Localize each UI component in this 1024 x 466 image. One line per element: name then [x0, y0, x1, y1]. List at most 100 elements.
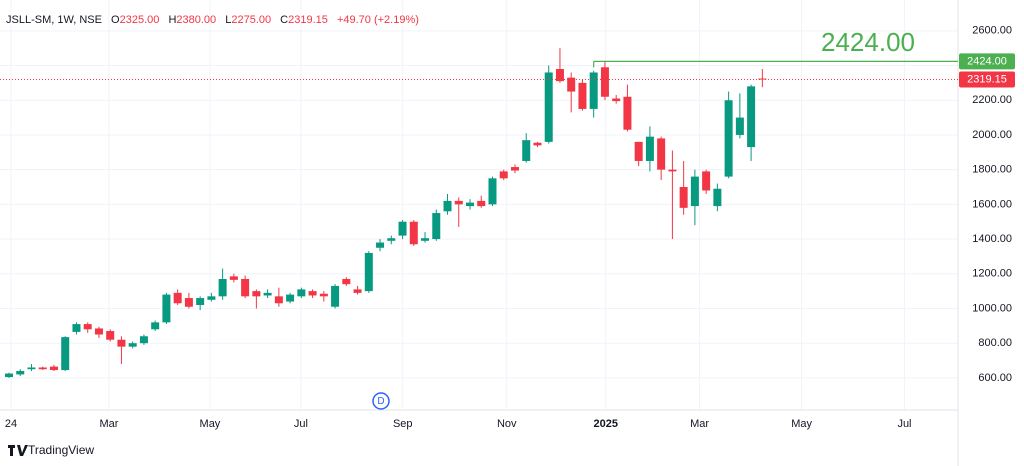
candle-body — [387, 238, 396, 241]
x-tick-label: 24 — [5, 418, 17, 430]
y-tick-label: 2600.00 — [972, 25, 1012, 37]
candle-body — [510, 167, 519, 171]
candle-body — [398, 221, 407, 236]
y-tick-label: 800.00 — [978, 337, 1012, 349]
candle-body — [61, 337, 70, 371]
candle-body — [612, 98, 621, 102]
candle-body — [735, 117, 744, 135]
ohlc-key: L — [225, 14, 231, 26]
candle-body — [263, 292, 272, 296]
y-tick-label: 1200.00 — [972, 268, 1012, 280]
x-tick-label: Jul — [897, 418, 911, 430]
candle-body — [533, 142, 542, 146]
brand-logo: TradingView — [8, 443, 94, 457]
candle-body — [702, 171, 711, 191]
candle-body — [297, 289, 306, 297]
candle-body — [567, 77, 576, 92]
candle-body — [342, 278, 351, 285]
ohlc-key: H — [168, 14, 176, 26]
price-line-annotation: 2424.00 — [821, 27, 915, 57]
candle-body — [443, 200, 452, 212]
y-tick-label: 2200.00 — [972, 94, 1012, 106]
x-tick-label: Jul — [294, 418, 308, 430]
x-tick-label: Nov — [497, 418, 517, 430]
candle-body — [600, 67, 609, 97]
candle-body — [162, 294, 171, 323]
x-tick-label: Mar — [690, 418, 709, 430]
change: +49.70 (+2.19%) — [337, 14, 419, 26]
candle-body — [376, 242, 385, 248]
ohlc-key: O — [111, 14, 120, 26]
candle-body — [38, 367, 47, 370]
logo-icon — [8, 445, 28, 456]
candle-body — [241, 278, 250, 297]
candle-body — [499, 171, 508, 179]
candle-body — [454, 200, 463, 205]
candle-body — [319, 293, 328, 297]
candle-body — [578, 82, 587, 109]
last-price-tag — [959, 71, 1015, 88]
candle-body — [139, 336, 148, 344]
event-marker-label: D — [377, 396, 384, 407]
candle-body — [690, 176, 699, 207]
candle-body — [151, 322, 160, 330]
candle-body — [522, 140, 531, 161]
candle-body — [4, 373, 13, 378]
candle-body — [308, 291, 317, 296]
candle-body — [657, 138, 666, 170]
candle-body — [758, 78, 767, 80]
candle-body — [331, 285, 340, 307]
price-tag — [959, 53, 1015, 70]
candle-body — [668, 169, 677, 172]
ohlc-key: C — [280, 14, 288, 26]
ohlc-value: 2325.00 — [120, 14, 160, 26]
candle-body — [117, 339, 126, 347]
candle-body — [634, 141, 643, 161]
y-tick-label: 600.00 — [978, 372, 1012, 384]
candle-body — [679, 187, 688, 208]
y-tick-label: 2000.00 — [972, 129, 1012, 141]
candle-body — [409, 221, 418, 245]
candle-body — [364, 252, 373, 292]
candle-body — [207, 296, 216, 300]
candle-body — [218, 278, 227, 297]
event-marker[interactable] — [372, 392, 390, 410]
candle-body — [286, 294, 295, 302]
y-tick-label: 1800.00 — [972, 164, 1012, 176]
y-tick-label: 1000.00 — [972, 302, 1012, 314]
candle-body — [72, 324, 81, 332]
candle-body — [184, 298, 193, 307]
ohlc-value: 2380.00 — [176, 14, 216, 26]
candle-body — [713, 188, 722, 207]
candles — [4, 48, 767, 378]
candle-body — [466, 202, 475, 207]
candle-body — [128, 343, 137, 347]
candle-body — [106, 331, 115, 340]
candle-body — [544, 72, 553, 142]
candle-body — [645, 136, 654, 161]
candle-body — [724, 100, 733, 177]
candle-body — [229, 276, 238, 280]
last-price-tag-label: 2319.15 — [967, 73, 1007, 85]
x-tick-label: May — [791, 418, 812, 430]
candle-body — [16, 370, 25, 375]
candle-body — [94, 328, 103, 335]
candle-body — [173, 292, 182, 304]
candle-body — [555, 69, 564, 82]
candle-body — [488, 178, 497, 205]
price-tag-label: 2424.00 — [967, 55, 1007, 67]
candle-body — [477, 200, 486, 207]
candle-body — [274, 296, 283, 304]
candle-body — [421, 238, 430, 241]
x-tick-label: May — [200, 418, 221, 430]
candle-body — [747, 86, 756, 148]
header: JSLL-SM, 1W, NSE O2325.00 H2380.00 L2275… — [6, 14, 419, 26]
symbol: JSLL-SM, 1W, NSE — [6, 14, 102, 26]
candle-body — [49, 366, 58, 371]
candle-body — [432, 213, 441, 240]
candle-body — [589, 72, 598, 109]
y-tick-label: 1400.00 — [972, 233, 1012, 245]
candle-body — [83, 324, 92, 330]
